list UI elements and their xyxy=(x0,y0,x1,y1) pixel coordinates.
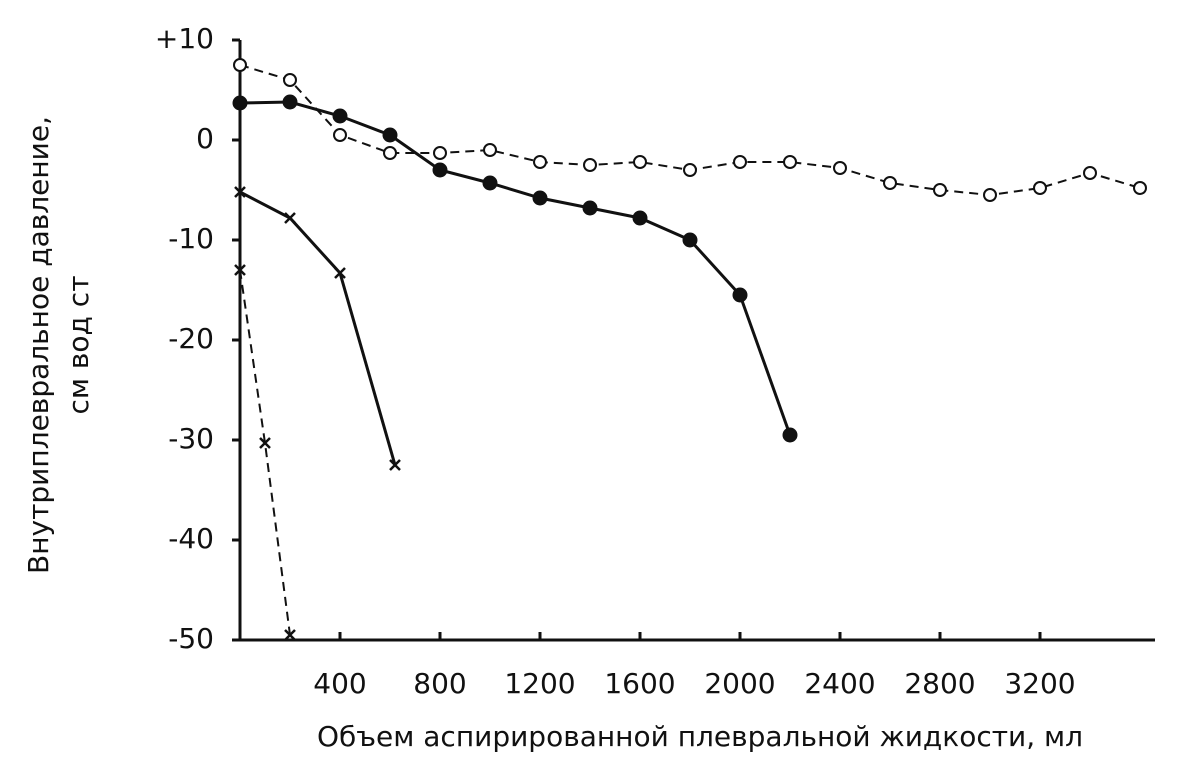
x-tick-label: 2000 xyxy=(704,667,775,700)
point xyxy=(532,190,548,206)
point xyxy=(334,267,346,279)
point xyxy=(883,176,897,190)
point xyxy=(233,58,247,72)
point xyxy=(284,629,296,641)
x-tick-label: 800 xyxy=(413,667,466,700)
point xyxy=(234,264,246,276)
x-tick-label: 3200 xyxy=(1004,667,1075,700)
x-axis-label: Объем аспирированной плевральной жидкост… xyxy=(317,720,1083,753)
point xyxy=(389,459,401,471)
point xyxy=(732,287,748,303)
point xyxy=(284,212,296,224)
point xyxy=(234,186,246,198)
y-tick-label: -40 xyxy=(168,522,214,555)
y-tick-label: -30 xyxy=(168,422,214,455)
point xyxy=(1133,181,1147,195)
x-tick-label: 1600 xyxy=(604,667,675,700)
point xyxy=(259,437,271,449)
point xyxy=(1033,181,1047,195)
point xyxy=(633,155,647,169)
point xyxy=(782,427,798,443)
y-tick-label: +10 xyxy=(155,22,214,55)
point xyxy=(483,143,497,157)
point xyxy=(432,162,448,178)
x-tick-label: 2400 xyxy=(804,667,875,700)
point xyxy=(283,73,297,87)
x-tick-label: 1200 xyxy=(504,667,575,700)
y-tick-label: -50 xyxy=(168,622,214,655)
point xyxy=(482,175,498,191)
point xyxy=(833,161,847,175)
series-line xyxy=(239,190,397,466)
point xyxy=(583,158,597,172)
point xyxy=(433,146,447,160)
series-line xyxy=(239,269,291,636)
point xyxy=(733,155,747,169)
point xyxy=(783,155,797,169)
point xyxy=(282,94,298,110)
point xyxy=(983,188,997,202)
point xyxy=(933,183,947,197)
point xyxy=(632,210,648,226)
y-axis-label: см вод ст xyxy=(62,275,95,414)
y-tick-label: 0 xyxy=(196,122,214,155)
point xyxy=(683,163,697,177)
point xyxy=(383,146,397,160)
series-line xyxy=(239,100,792,436)
point xyxy=(533,155,547,169)
y-tick-label: -20 xyxy=(168,322,214,355)
point xyxy=(332,108,348,124)
y-tick-label: -10 xyxy=(168,222,214,255)
point xyxy=(333,128,347,142)
point xyxy=(582,200,598,216)
point xyxy=(1083,166,1097,180)
x-tick-label: 400 xyxy=(313,667,366,700)
x-tick-label: 2800 xyxy=(904,667,975,700)
point xyxy=(682,232,698,248)
point xyxy=(382,127,398,143)
point xyxy=(232,95,248,111)
y-axis-label: Внутриплевральное давление, xyxy=(22,116,55,574)
